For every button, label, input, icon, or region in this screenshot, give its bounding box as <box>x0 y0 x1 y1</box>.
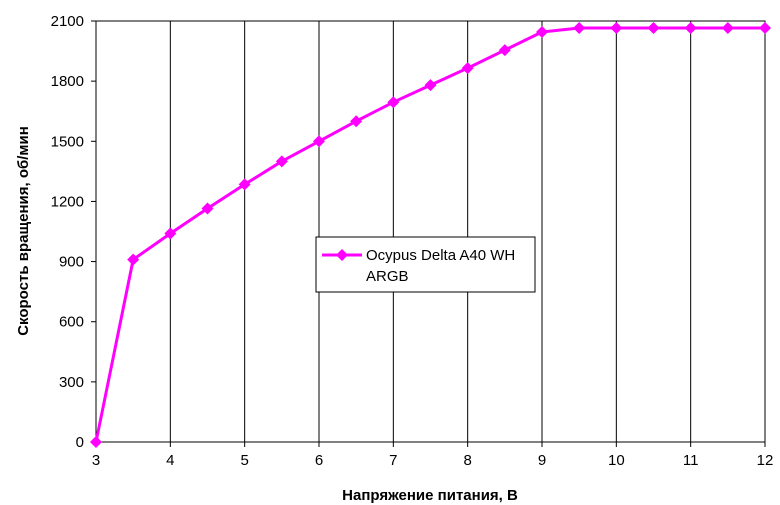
x-tick-label: 10 <box>608 452 625 469</box>
data-point <box>759 22 771 35</box>
data-point <box>238 178 251 191</box>
x-tick-label: 5 <box>240 452 248 469</box>
y-tick-label: 900 <box>59 254 84 271</box>
y-axis-title: Скорость вращения, об/мин <box>15 126 32 336</box>
data-point <box>424 79 437 92</box>
legend-label-line-2: ARGB <box>366 268 409 285</box>
y-tick-label: 1800 <box>51 73 84 90</box>
data-point <box>201 202 214 215</box>
data-point <box>387 96 400 109</box>
x-tick-label: 6 <box>315 452 323 469</box>
data-point <box>164 227 177 240</box>
data-point <box>647 22 660 35</box>
x-tick-label: 11 <box>683 452 699 469</box>
data-point <box>536 26 548 39</box>
plot-area-frame <box>95 20 766 443</box>
y-tick-label: 600 <box>59 314 84 331</box>
x-axis-title: Напряжение питания, В <box>342 487 518 504</box>
data-point <box>350 115 363 128</box>
y-tick-label: 2100 <box>51 13 84 30</box>
x-tick-label: 7 <box>389 452 397 469</box>
x-tick-label: 8 <box>463 452 471 469</box>
series-layer <box>90 22 771 448</box>
data-point <box>127 253 140 266</box>
x-tick-label: 9 <box>538 452 546 469</box>
y-tick-label: 300 <box>59 374 84 391</box>
legend-label-line-1: Ocypus Delta A40 WH <box>366 247 515 264</box>
data-point <box>721 22 734 35</box>
grid-lines <box>169 21 692 442</box>
x-tick-label: 4 <box>166 452 174 469</box>
y-axis-ticks: 0 300 600 900 1200 1500 1800 2100 <box>51 13 96 451</box>
legend-box <box>315 236 536 293</box>
data-point <box>684 22 697 35</box>
x-tick-label: 12 <box>757 452 774 469</box>
legend-marker-swatch <box>336 249 348 261</box>
y-tick-label: 1200 <box>51 193 84 210</box>
data-point <box>573 22 586 35</box>
data-point <box>461 62 474 75</box>
x-axis-ticks: 3 4 5 6 7 8 9 10 11 12 <box>92 442 774 469</box>
data-point <box>313 135 325 148</box>
y-tick-label: 1500 <box>51 133 84 150</box>
y-tick-label: 0 <box>76 434 84 451</box>
x-tick-label: 3 <box>92 452 100 469</box>
data-point <box>275 155 288 168</box>
data-point <box>498 44 511 57</box>
data-point <box>90 436 102 448</box>
legend: Ocypus Delta A40 WH ARGB <box>315 236 536 293</box>
data-point <box>610 22 623 35</box>
